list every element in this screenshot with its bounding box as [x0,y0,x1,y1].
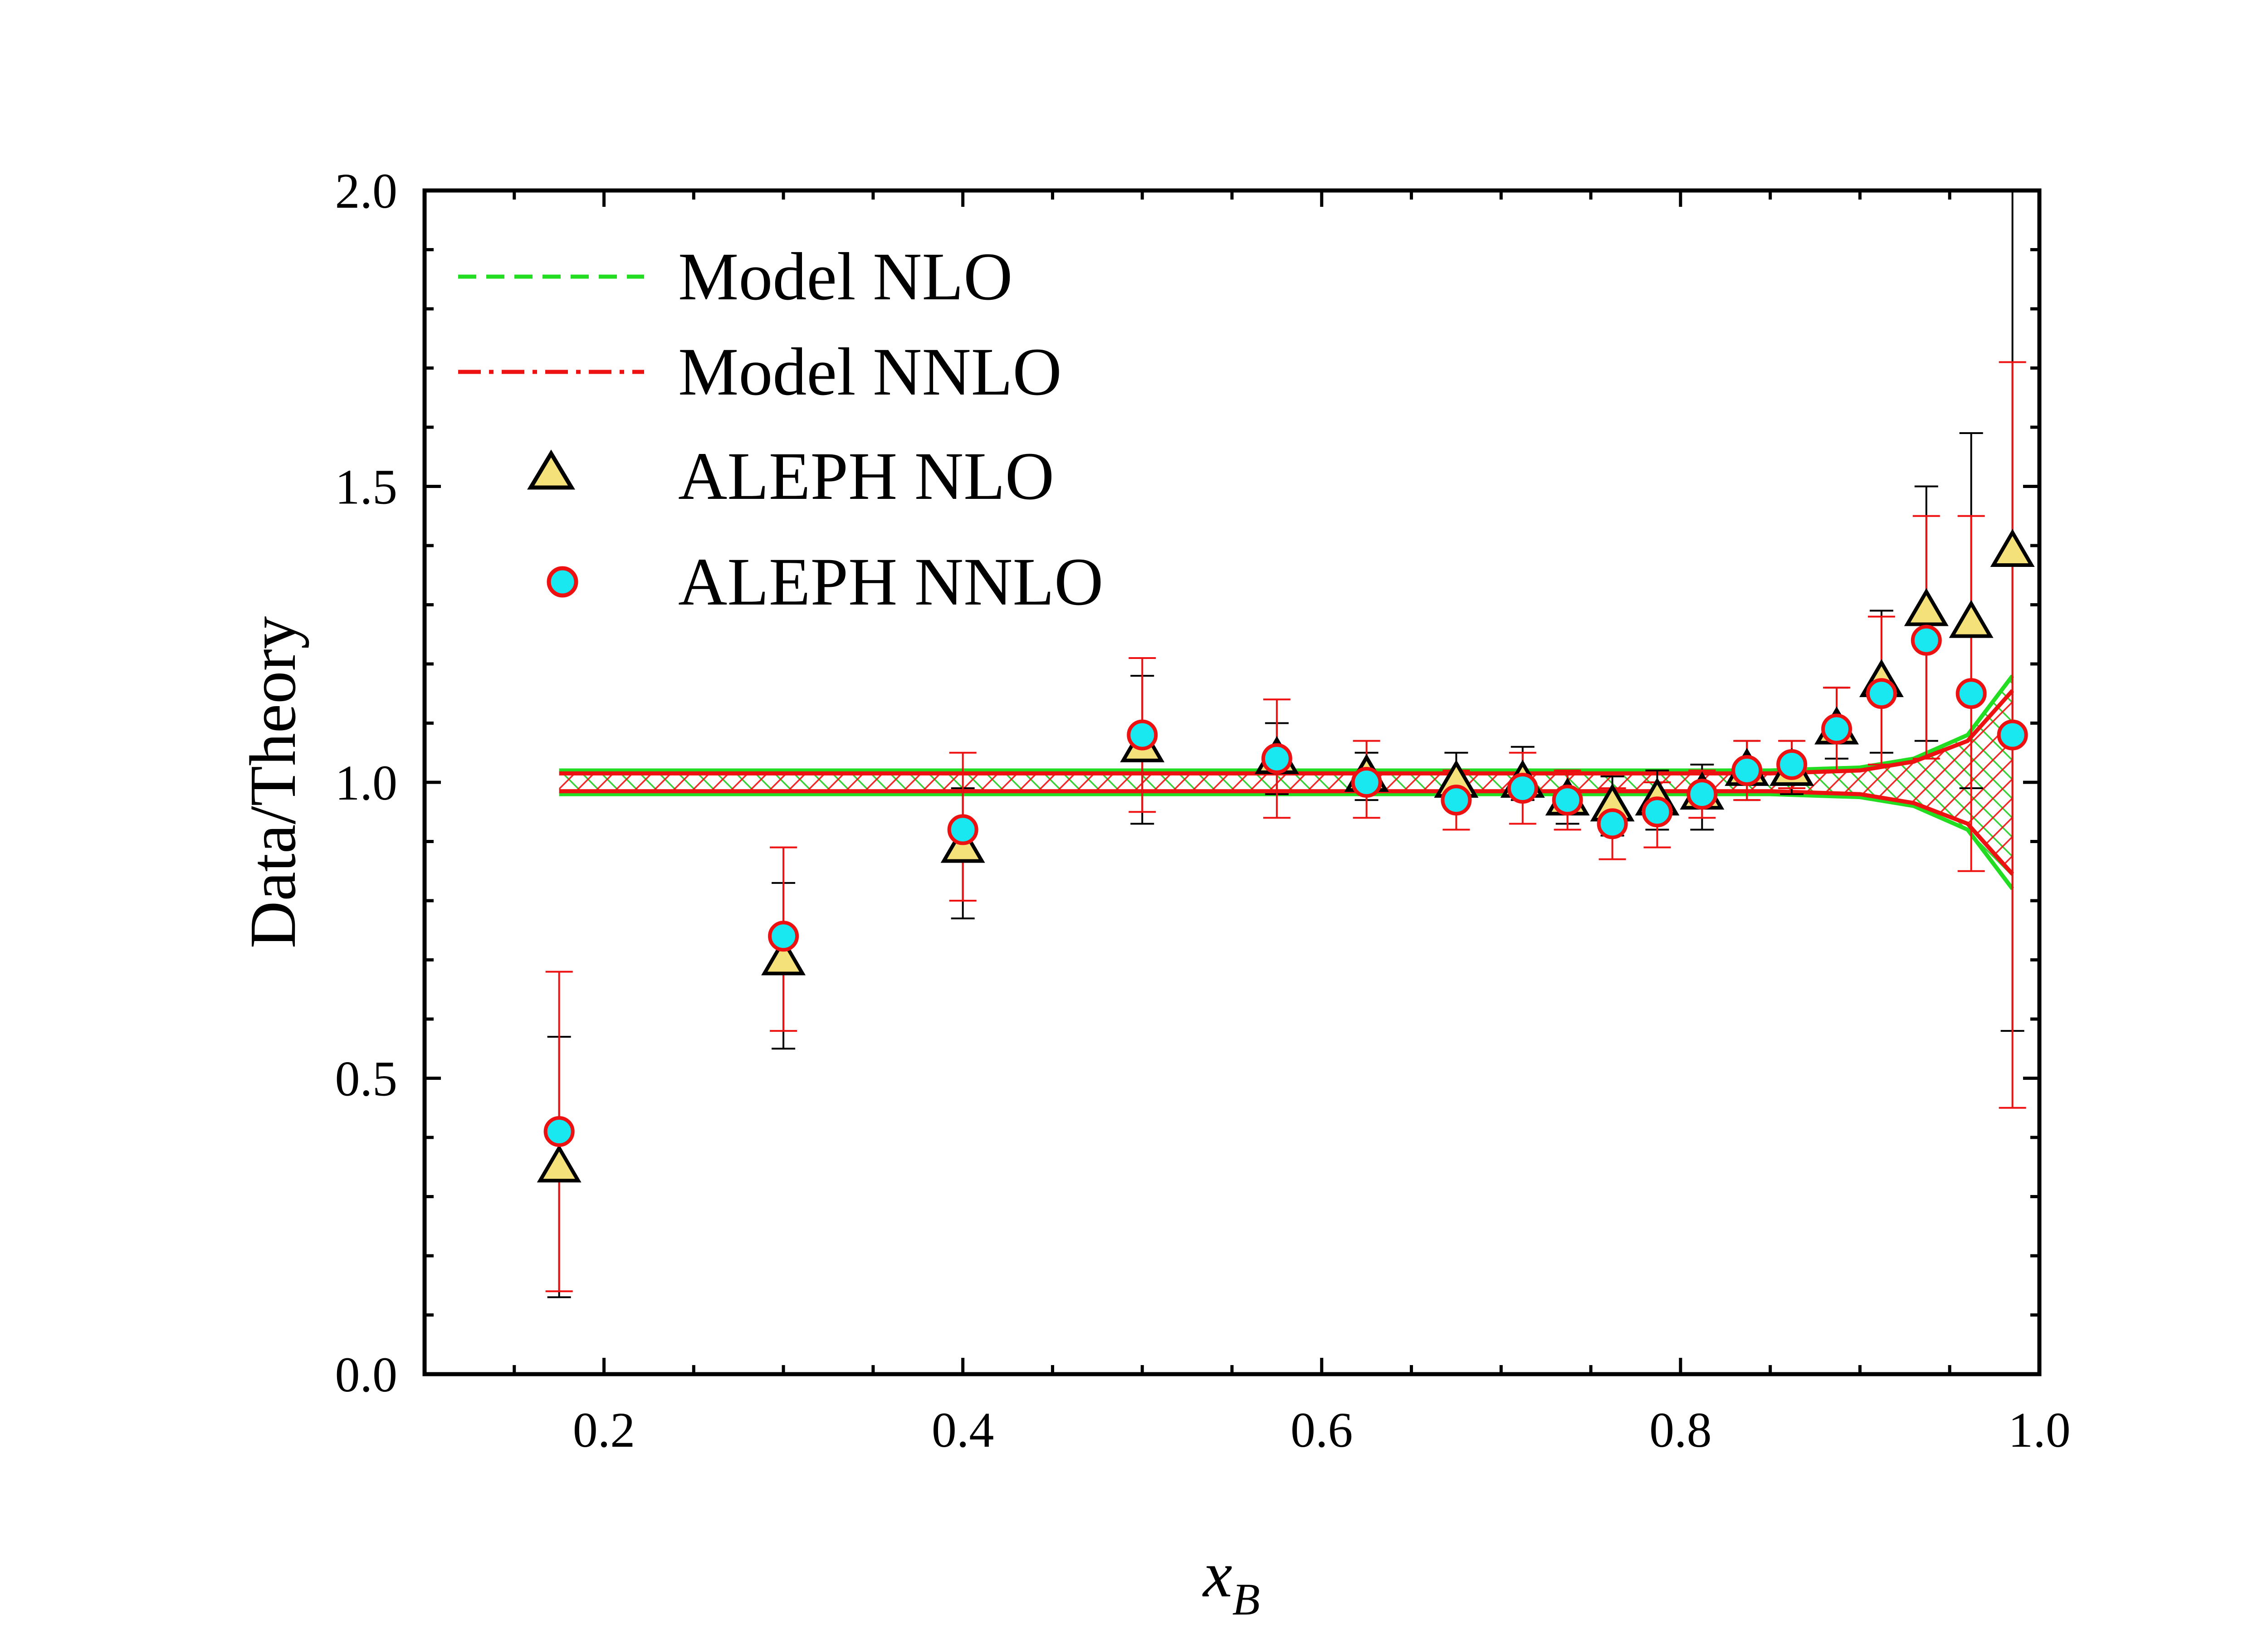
y-tick-label: 0.5 [335,1051,398,1107]
legend: Model NLO Model NNLO ALEPH NLO ALEPH NNL… [458,239,1103,620]
legend-marker-aleph-nnlo [547,566,578,598]
marker-triangle-18 [1990,529,2035,567]
legend-marker-aleph-nlo [527,449,575,490]
marker-circle-12 [1731,755,1763,786]
x-axis-title-subscript: B [1232,1574,1260,1624]
marker-circle-18 [1997,719,2028,751]
y-axis-title: Data/Theory [237,616,309,949]
y-tick-label: 2.0 [335,163,398,219]
marker-circle-2 [947,814,978,845]
model-bands [559,674,2014,890]
band-upper-1 [559,689,2014,776]
marker-circle-9 [1597,808,1628,839]
legend-item-aleph-nnlo: ALEPH NNLO [547,544,1103,620]
marker-circle-1 [768,921,799,952]
marker-triangle-16 [1904,588,1949,626]
x-tick-label: 0.4 [932,1402,994,1458]
x-axis-title-main: x [1202,1538,1232,1611]
band-lower-1 [559,789,2014,876]
legend-label-aleph-nnlo: ALEPH NNLO [678,544,1103,620]
marker-circle-7 [1507,773,1538,804]
marker-circle-4 [1261,743,1292,774]
x-tick-label: 0.2 [573,1402,635,1458]
band-lower-0 [559,792,2014,890]
marker-circle-10 [1642,796,1673,828]
y-tick-label: 1.5 [335,459,398,515]
axis-ticks [423,189,2041,1376]
marker-triangle-17 [1949,600,1994,638]
marker-circle-11 [1686,779,1718,810]
x-tick-label: 0.6 [1290,1402,1353,1458]
legend-label-model-nlo: Model NLO [678,239,1012,314]
legend-item-model-nlo: Model NLO [458,239,1012,314]
marker-circle-8 [1552,785,1583,816]
y-tick-label: 1.0 [335,755,398,810]
marker-circle-5 [1351,767,1382,798]
x-tick-label: 1.0 [2008,1402,2071,1458]
marker-circle-17 [1955,678,1987,709]
legend-label-model-nnlo: Model NNLO [678,334,1062,410]
band-fill-1 [559,690,2013,874]
legend-item-aleph-nlo: ALEPH NLO [527,439,1054,514]
marker-triangle-1 [761,937,806,976]
marker-circle-6 [1441,785,1472,816]
marker-circle-16 [1911,624,1942,656]
band-upper-0 [559,674,2014,773]
legend-item-model-nnlo: Model NNLO [458,334,1062,410]
marker-circle-15 [1866,678,1897,709]
x-tick-label: 0.8 [1649,1402,1712,1458]
marker-circle-13 [1776,749,1808,780]
marker-circle-0 [543,1116,575,1147]
x-axis-title: xB [1202,1538,1260,1624]
marker-circle-3 [1127,719,1158,751]
y-tick-label: 0.0 [335,1347,398,1402]
data-markers [537,529,2035,1183]
marker-triangle-0 [537,1144,582,1183]
legend-label-aleph-nlo: ALEPH NLO [678,439,1054,514]
axis-tick-labels: 0.2 0.4 0.6 0.8 1.0 0.0 0.5 1.0 1.5 2.0 [335,163,2071,1458]
marker-circle-14 [1821,713,1853,745]
